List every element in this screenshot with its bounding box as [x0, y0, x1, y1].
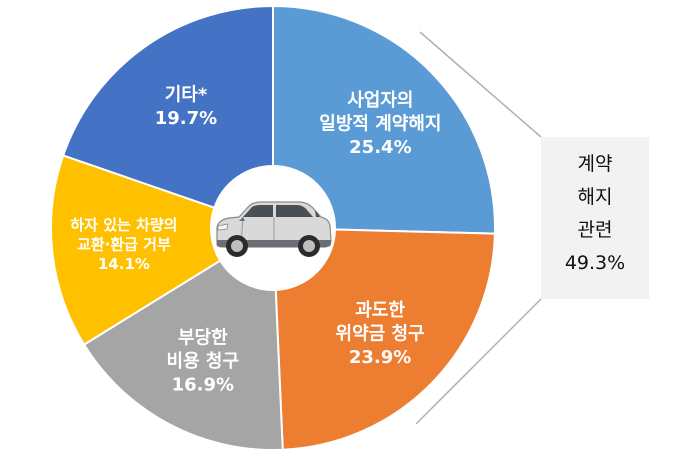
slice-category-label: 부당한: [178, 327, 228, 348]
slice-category-label: 하자 있는 차량의: [70, 216, 177, 234]
slice-category-label: 교환·환급 거부: [77, 236, 171, 254]
slice-category-label: 과도한: [355, 300, 405, 321]
callout-line-bottom: [415, 298, 542, 425]
slice-label-2: 과도한 위약금 청구 23.9%: [336, 300, 425, 368]
slice-value-label: 25.4%: [349, 137, 411, 158]
slice-value-label: 19.7%: [155, 108, 217, 129]
callout-line-2: 해지: [577, 186, 613, 208]
callout-connector: [415, 31, 542, 425]
slice-category-label: 비용 청구: [167, 351, 240, 372]
slice-category-label: 기타*: [165, 84, 208, 105]
slice-3: [82, 259, 284, 451]
slice-labels: 사업자의 일방적 계약해지 25.4%과도한 위약금 청구 23.9%부당한 비용 청구 1…: [70, 84, 441, 395]
slice-label-1: 사업자의 일방적 계약해지 25.4%: [319, 90, 441, 158]
slice-value-label: 16.9%: [172, 374, 234, 395]
slice-label-5: 기타* 19.7%: [155, 84, 217, 128]
callout-text: 계약 해지 관련 49.3%: [541, 148, 649, 280]
slice-value-label: 14.1%: [98, 255, 150, 273]
callout-line-top: [419, 31, 542, 138]
callout-box: [541, 137, 649, 299]
slice-category-label: 위약금 청구: [336, 322, 425, 344]
slice-value-label: 23.9%: [349, 347, 411, 368]
callout-line-1: 계약: [577, 153, 613, 175]
callout-line-3: 관련: [577, 219, 613, 241]
callout-value: 49.3%: [564, 252, 626, 274]
suv-car-icon: [211, 166, 335, 290]
slice-category-label: 일방적 계약해지: [319, 113, 441, 135]
slice-category-label: 사업자의: [347, 90, 413, 111]
